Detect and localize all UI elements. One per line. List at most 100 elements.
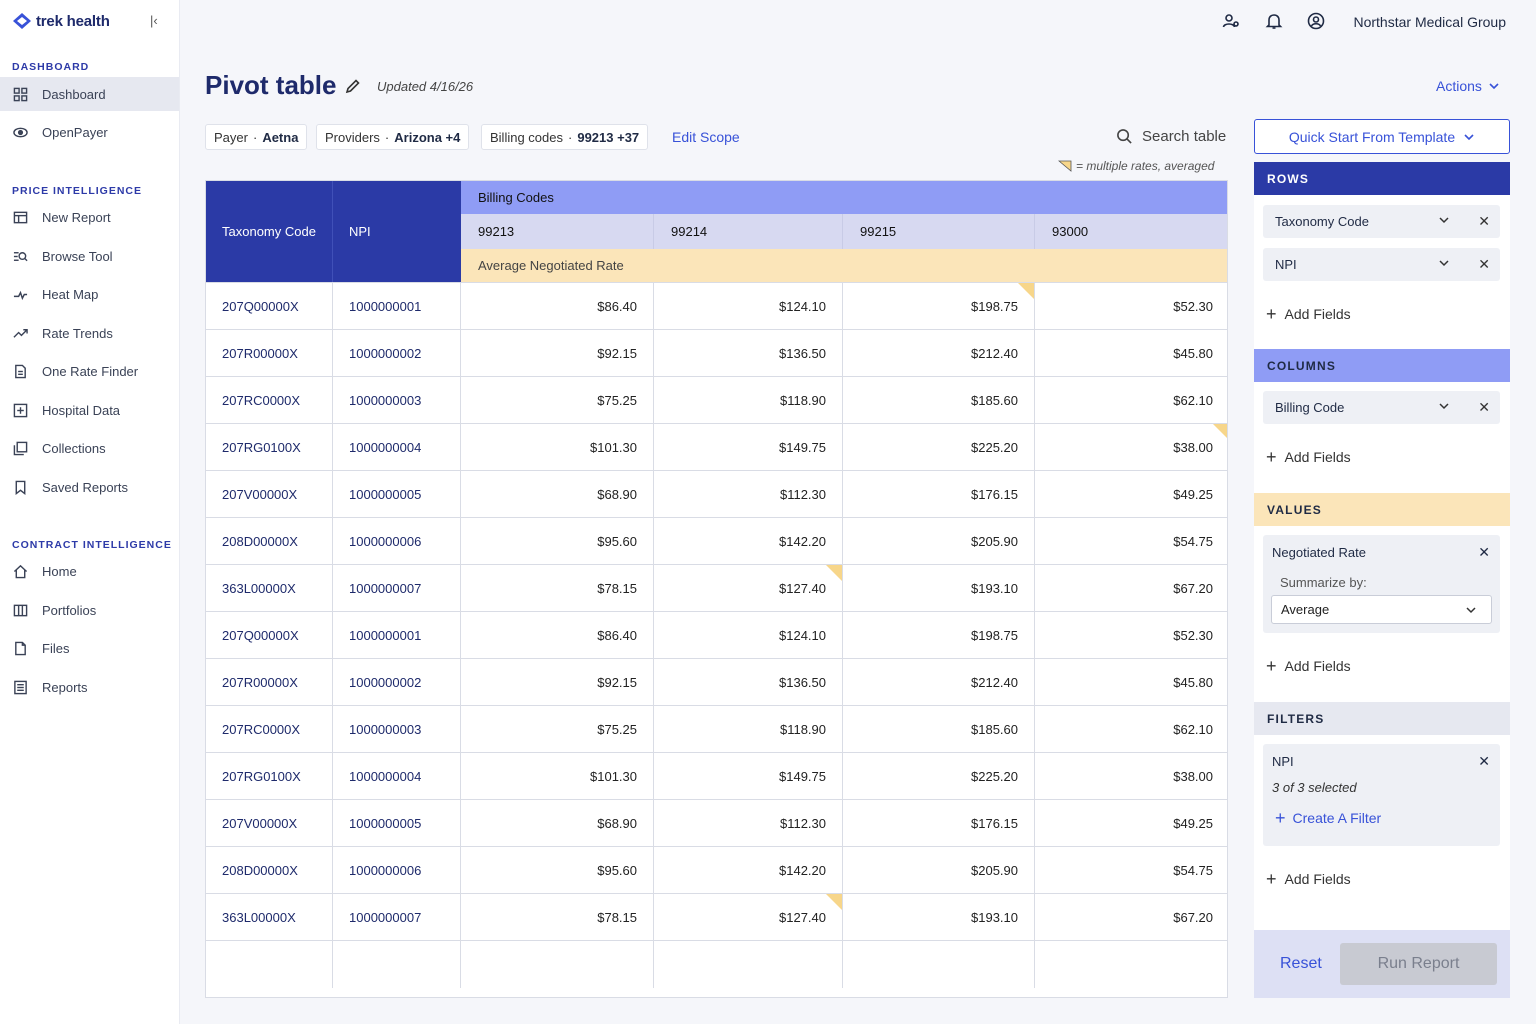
taxonomy-code-cell[interactable]: 207V00000X [206,471,333,518]
header-code-99213[interactable]: 99213 [461,214,654,249]
rate-cell[interactable]: $198.75 [843,612,1035,659]
rate-cell[interactable]: $176.15 [843,471,1035,518]
rate-cell[interactable]: $205.90 [843,518,1035,565]
sidebar-item-files[interactable]: Files [0,631,179,665]
chevron-down-icon[interactable] [1438,400,1450,412]
npi-cell[interactable]: 1000000004 [333,753,461,800]
header-code-93000[interactable]: 93000 [1035,214,1227,249]
rate-cell[interactable]: $124.10 [654,612,843,659]
rate-cell[interactable]: $149.75 [654,424,843,471]
npi-cell[interactable]: 1000000003 [333,706,461,753]
search-table-button[interactable]: Search table [1116,128,1226,145]
summarize-select[interactable]: Average [1271,595,1492,624]
rate-cell[interactable]: $118.90 [654,706,843,753]
rate-cell[interactable]: $205.90 [843,847,1035,894]
rate-cell[interactable]: $185.60 [843,706,1035,753]
rate-cell[interactable]: $193.10 [843,894,1035,941]
rate-cell[interactable]: $212.40 [843,330,1035,377]
rate-cell[interactable]: $124.10 [654,283,843,330]
taxonomy-code-cell[interactable]: 207V00000X [206,800,333,847]
rate-cell[interactable]: $86.40 [461,612,654,659]
brand-logo[interactable]: trek health [12,12,110,30]
sidebar-item-new-report[interactable]: New Report [0,200,179,234]
rate-cell[interactable]: $149.75 [654,753,843,800]
rate-cell[interactable]: $38.00 [1035,424,1227,471]
rate-cell[interactable]: $75.25 [461,377,654,424]
sidebar-item-browse-tool[interactable]: Browse Tool [0,239,179,273]
rate-cell[interactable]: $49.25 [1173,487,1213,502]
rate-cell[interactable]: $101.30 [461,753,654,800]
edit-title-icon[interactable] [345,78,361,97]
rate-cell[interactable]: $54.75 [1173,863,1213,878]
remove-field-icon[interactable]: ✕ [1478,399,1490,415]
reset-button[interactable]: Reset [1280,955,1322,972]
rate-cell[interactable]: $127.40 [654,565,843,612]
filters-add-fields-button[interactable]: + Add Fields [1266,870,1351,888]
taxonomy-code-cell[interactable]: 207RG0100X [206,753,333,800]
sidebar-item-saved-reports[interactable]: Saved Reports [0,470,179,504]
rows-field-npi[interactable]: NPI ✕ [1263,248,1500,281]
rate-cell[interactable]: $112.30 [654,471,843,518]
rate-cell[interactable]: $127.40 [654,894,843,941]
rate-cell[interactable]: $45.80 [1173,346,1213,361]
npi-cell[interactable]: 1000000005 [333,471,461,518]
rows-field-taxonomy-code[interactable]: Taxonomy Code ✕ [1263,205,1500,238]
run-report-button[interactable]: Run Report [1340,943,1497,985]
rate-cell[interactable]: $193.10 [843,565,1035,612]
rate-cell[interactable]: $92.15 [461,330,654,377]
taxonomy-code-cell[interactable]: 207Q00000X [206,283,333,330]
header-taxonomy-code[interactable]: Taxonomy Code [206,181,333,282]
npi-cell[interactable]: 1000000007 [333,565,461,612]
actions-menu-button[interactable]: Actions [1436,78,1500,94]
quick-start-template-button[interactable]: Quick Start From Template [1254,119,1510,154]
rate-cell[interactable]: $101.30 [461,424,654,471]
sidebar-item-one-rate-finder[interactable]: One Rate Finder [0,354,179,388]
rate-cell[interactable]: $52.30 [1173,628,1213,643]
sidebar-item-dashboard[interactable]: Dashboard [0,77,179,111]
rate-cell[interactable]: $225.20 [843,753,1035,800]
sidebar-item-reports[interactable]: Reports [0,670,179,704]
rate-cell[interactable]: $95.60 [461,847,654,894]
sidebar-item-portfolios[interactable]: Portfolios [0,593,179,627]
taxonomy-code-cell[interactable]: 363L00000X [206,894,333,941]
npi-cell[interactable]: 1000000002 [333,659,461,706]
rate-cell[interactable]: $212.40 [843,659,1035,706]
sidebar-item-home[interactable]: Home [0,554,179,588]
sidebar-item-hospital-data[interactable]: Hospital Data [0,393,179,427]
rate-cell[interactable]: $95.60 [461,518,654,565]
rate-cell[interactable]: $62.10 [1173,393,1213,408]
npi-cell[interactable]: 1000000001 [333,283,461,330]
rate-cell[interactable]: $136.50 [654,659,843,706]
sidebar-item-openpayer[interactable]: OpenPayer [0,115,179,149]
sidebar-item-heat-map[interactable]: Heat Map [0,277,179,311]
rate-cell[interactable]: $49.25 [1173,816,1213,831]
rate-cell[interactable]: $68.90 [461,471,654,518]
taxonomy-code-cell[interactable]: 207RG0100X [206,424,333,471]
rows-add-fields-button[interactable]: + Add Fields [1266,305,1351,323]
chevron-down-icon[interactable] [1438,257,1450,269]
billing-codes-chip[interactable]: Billing codes · 99213 +37 [481,124,649,150]
payer-chip[interactable]: Payer · Aetna [205,124,308,150]
taxonomy-code-cell[interactable]: 208D00000X [206,847,333,894]
edit-scope-link[interactable]: Edit Scope [672,129,740,145]
taxonomy-code-cell[interactable]: 207R00000X [206,330,333,377]
values-add-fields-button[interactable]: + Add Fields [1266,657,1351,675]
rate-cell[interactable]: $67.20 [1173,910,1213,925]
npi-cell[interactable]: 1000000005 [333,800,461,847]
remove-field-icon[interactable]: ✕ [1478,213,1490,229]
rate-cell[interactable]: $62.10 [1173,722,1213,737]
rate-cell[interactable]: $38.00 [1173,769,1213,784]
rate-cell[interactable]: $136.50 [654,330,843,377]
rate-cell[interactable]: $75.25 [461,706,654,753]
rate-cell[interactable]: $67.20 [1173,581,1213,596]
account-icon[interactable] [1307,12,1327,32]
rate-cell[interactable]: $112.30 [654,800,843,847]
header-code-99215[interactable]: 99215 [843,214,1035,249]
bell-icon[interactable] [1265,12,1285,32]
columns-add-fields-button[interactable]: + Add Fields [1266,448,1351,466]
npi-cell[interactable]: 1000000007 [333,894,461,941]
npi-cell[interactable]: 1000000003 [333,377,461,424]
rate-cell[interactable]: $86.40 [461,283,654,330]
remove-filter-icon[interactable]: ✕ [1478,753,1490,769]
taxonomy-code-cell[interactable]: 208D00000X [206,518,333,565]
